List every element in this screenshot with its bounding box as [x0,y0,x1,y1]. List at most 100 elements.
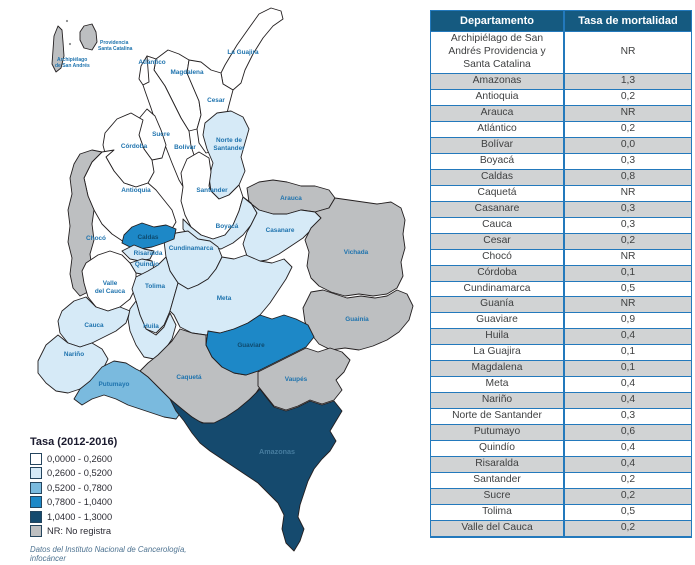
label-huila: Huila [143,323,159,330]
department-cell: Bolívar [430,136,565,154]
label-valle-line2: del Cauca [95,288,126,295]
department-cell: Boyacá [430,152,565,170]
department-cell: Nariño [430,392,565,409]
dept-putumayo [73,360,183,420]
label-providencia-line1: Providencia [100,40,129,46]
department-cell: Antioquia [430,88,565,106]
legend-title: Tasa (2012-2016) [30,436,118,448]
mortality-table: Departamento Tasa de mortalidad Archipié… [430,10,692,538]
dept-cauca [57,296,131,348]
department-cell: Valle del Cauca [430,520,565,537]
rate-cell: 0,3 [564,408,692,425]
legend-item: 0,2600 - 0,5200 [30,467,210,480]
department-cell: Risaralda [430,456,565,473]
department-cell: Córdoba [430,264,565,281]
label-providencia-line2: Santa Catalina [98,46,133,52]
label-caqueta: Caquetá [176,374,202,381]
rate-cell: 1,3 [564,72,692,90]
department-cell: Cesar [430,232,565,250]
table-row: Risaralda 0,4 [430,456,692,473]
rate-cell: 0,5 [564,280,692,297]
table-row: Cesar 0,2 [430,232,692,250]
rate-cell: 0,6 [564,424,692,441]
label-sucre: Sucre [152,131,170,138]
table-row: Putumayo 0,6 [430,424,692,441]
label-caldas: Caldas [138,234,159,241]
department-cell: Archipiélago de San Andrés Providencia y… [430,31,565,74]
rate-cell: 0,2 [564,88,692,106]
dept-choco [67,149,103,297]
table-row: Amazonas 1,3 [430,72,692,90]
table-row: Magdalena 0,1 [430,360,692,377]
rate-cell: NR [564,104,692,122]
table-row: Arauca NR [430,104,692,122]
department-cell: Santander [430,472,565,489]
rate-cell: 0,2 [564,120,692,138]
department-cell: Norte de Santander [430,408,565,425]
header-tasa: Tasa de mortalidad [564,10,692,32]
rate-cell: 0,2 [564,472,692,489]
table-row: Quindío 0,4 [430,440,692,457]
rate-cell: 0,1 [564,344,692,361]
label-risaralda: Risaralda [134,250,163,257]
label-arauca: Arauca [280,195,302,202]
table-row: Bolívar 0,0 [430,136,692,154]
department-cell: Atlántico [430,120,565,138]
rate-cell: 0,0 [564,136,692,154]
rate-cell: 0,5 [564,504,692,521]
rate-cell: 0,4 [564,456,692,473]
legend-swatch-icon [30,496,42,509]
legend-source: Datos del Instituto Nacional de Cancerol… [30,544,187,563]
legend-item: 0,0000 - 0,2600 [30,453,210,465]
table-row: Caquetá NR [430,184,692,202]
table-row: Tolima 0,5 [430,504,692,521]
table-row: Caldas 0,8 [430,168,692,186]
rate-cell: 0,4 [564,376,692,393]
colombia-choropleth-map: Providencia Santa Catalina Archipiélago … [37,7,414,552]
table-row: Antioquia 0,2 [430,88,692,106]
rate-cell: NR [564,248,692,266]
label-san-andres-line1: Archipiélago [57,57,87,63]
legend-item: 0,5200 - 0,7800 [30,481,210,494]
island-san-andres [51,19,98,73]
table-row: Meta 0,4 [430,376,692,393]
dept-guaviare [205,314,315,376]
department-cell: Sucre [430,488,565,505]
legend-label: 0,2600 - 0,5200 [47,468,113,479]
label-cesar: Cesar [207,97,225,104]
table-row: Archipiélago de San Andrés Providencia y… [430,31,692,74]
rate-cell: NR [564,184,692,202]
rate-cell: 0,3 [564,152,692,170]
label-valle-line1: Valle [103,280,118,287]
legend-item: 0,7800 - 1,0400 [30,496,210,509]
dept-san-andres-island [51,25,65,73]
department-cell: Guanía [430,296,565,313]
label-magdalena: Magdalena [170,69,203,76]
dept-providencia-island [79,23,98,51]
islet-dot [65,19,69,23]
table-row: Nariño 0,4 [430,392,692,409]
label-amazonas: Amazonas [259,447,295,456]
table-header-row: Departamento Tasa de mortalidad [430,10,692,32]
label-santander: Santander [196,187,228,194]
label-vaupes: Vaupés [285,376,308,383]
dept-vaupes [257,347,351,411]
rate-cell: NR [564,31,692,74]
department-cell: Putumayo [430,424,565,441]
table-row: Casanare 0,3 [430,200,692,218]
table-row: Boyacá 0,3 [430,152,692,170]
table-row: Guaviare 0,9 [430,312,692,329]
legend-swatch-icon [30,481,42,494]
legend-label: NR: No registra [47,525,112,536]
dept-vichada [304,197,406,297]
legend-label: 1,0400 - 1,3000 [47,511,113,522]
legend-swatch-icon [30,467,42,480]
table-row: Cauca 0,3 [430,216,692,234]
department-cell: Guaviare [430,312,565,329]
legend-swatch-icon [30,510,42,523]
dept-antioquia [83,149,177,243]
legend-item: NR: No registra [30,524,210,537]
department-cell: Meta [430,376,565,393]
label-bolivar: Bolívar [174,144,196,151]
legend-swatch-icon [30,453,42,465]
